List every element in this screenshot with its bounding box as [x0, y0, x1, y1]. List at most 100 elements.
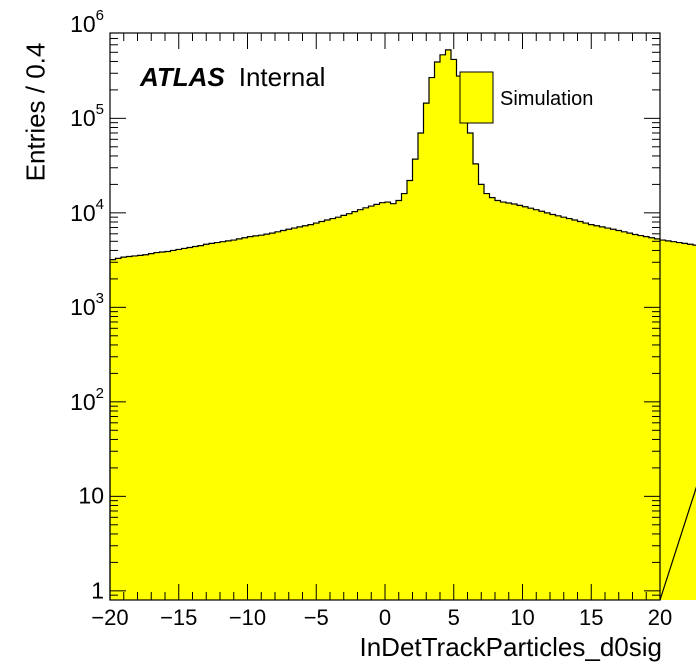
histogram-bin	[198, 245, 205, 601]
histogram-bin	[555, 215, 562, 600]
histogram-bin	[126, 256, 133, 600]
histogram-bin	[676, 242, 683, 600]
histogram-bin	[632, 234, 639, 600]
histogram-bin	[396, 200, 403, 601]
histogram-bin	[165, 251, 172, 601]
x-tick-label: −20	[91, 605, 129, 630]
histogram-bin	[176, 249, 183, 600]
histogram-bin	[154, 252, 161, 600]
atlas-experiment-label: ATLAS	[140, 62, 225, 92]
histogram-bin	[583, 223, 590, 600]
histogram-bin	[170, 250, 177, 601]
histogram-bin	[368, 206, 375, 601]
histogram-bin	[451, 59, 458, 600]
histogram-bin	[390, 203, 397, 600]
histogram-bin	[132, 255, 139, 601]
y-tick-label: 103	[70, 290, 104, 321]
histogram-bin	[544, 212, 551, 600]
y-tick-label: 104	[70, 196, 104, 226]
histogram-bin	[192, 246, 199, 601]
histogram-bin	[693, 245, 696, 601]
x-tick-label: −10	[228, 605, 267, 630]
x-tick-label: 20	[647, 605, 673, 630]
histogram-bin	[253, 235, 260, 600]
histogram-bin	[456, 76, 463, 600]
histogram-bin	[522, 206, 529, 600]
histogram-bin	[341, 215, 348, 601]
histogram-fill	[110, 49, 696, 601]
histogram-bin	[319, 221, 326, 600]
histogram-bin	[489, 197, 496, 601]
histogram-bin	[412, 159, 419, 600]
x-tick-label: 0	[378, 605, 392, 630]
y-tick-label: 10	[78, 482, 104, 509]
histogram-bin	[258, 235, 265, 600]
histogram-bin	[220, 241, 227, 600]
histogram-bin	[616, 230, 623, 600]
histogram-bin	[374, 204, 381, 600]
histogram-bin	[643, 236, 650, 600]
y-tick-label: 102	[70, 385, 104, 415]
histogram-bin	[275, 231, 282, 600]
histogram-bin	[418, 132, 425, 601]
x-tick-label: 10	[510, 605, 535, 630]
x-axis-title: InDetTrackParticles_d0sig	[359, 632, 663, 662]
histogram-bin	[324, 219, 331, 600]
histogram-bin	[434, 61, 441, 601]
histogram-bin	[550, 214, 557, 600]
histogram-bin	[539, 211, 546, 600]
histogram-bin	[401, 193, 408, 600]
histogram-bin	[302, 225, 309, 600]
histogram-bin	[236, 238, 243, 600]
histogram-bin	[605, 228, 612, 600]
histogram-bin	[627, 233, 634, 600]
histogram-bin	[313, 223, 320, 600]
histogram-bin	[214, 242, 221, 600]
histogram-bin	[588, 224, 595, 600]
histogram-bin	[467, 132, 474, 601]
histogram-bin	[187, 247, 194, 600]
histogram-bin	[209, 243, 216, 600]
legend-swatch-simulation	[459, 71, 494, 124]
histogram-bin	[385, 202, 392, 601]
histogram-bin	[407, 180, 414, 600]
histogram-bin	[462, 101, 469, 600]
histogram-bin	[649, 237, 656, 600]
atlas-status-label: Internal	[238, 62, 326, 92]
x-tick-label: −15	[160, 605, 198, 630]
histogram-bin	[495, 200, 502, 601]
histogram-bin	[473, 163, 480, 600]
histogram-bin	[352, 211, 359, 600]
histogram-bin	[379, 202, 386, 600]
histogram-bin	[511, 204, 518, 600]
histogram-bin	[654, 238, 661, 600]
histogram-bin	[181, 248, 188, 600]
histogram-bin	[621, 231, 628, 600]
histogram-bin	[506, 203, 513, 601]
y-tick-label: 105	[70, 101, 104, 132]
x-tick-label: 15	[579, 605, 604, 630]
histogram-bin	[566, 218, 573, 600]
histogram-bin	[599, 226, 606, 601]
histogram-bin	[357, 209, 364, 600]
histogram-bin	[143, 254, 150, 600]
histogram-bin	[242, 237, 249, 600]
histogram-bin	[286, 229, 293, 600]
x-tick-label: 5	[447, 605, 460, 630]
histogram-bin	[660, 240, 667, 600]
histogram-bin	[115, 258, 122, 600]
histogram-bin	[203, 244, 210, 600]
histogram-bin	[247, 236, 254, 600]
histogram-bin	[330, 218, 337, 600]
histogram-bin	[638, 235, 645, 600]
atlas-label: ATLAS Internal	[140, 62, 325, 93]
histogram-bin	[429, 77, 436, 600]
histogram-bin	[484, 193, 491, 600]
axis-ticks	[109, 32, 661, 601]
histogram-bin	[561, 217, 568, 601]
histogram-bin	[478, 184, 485, 601]
histogram-bin	[297, 226, 304, 601]
histogram-bin	[533, 209, 540, 600]
histogram-bin	[594, 225, 601, 600]
